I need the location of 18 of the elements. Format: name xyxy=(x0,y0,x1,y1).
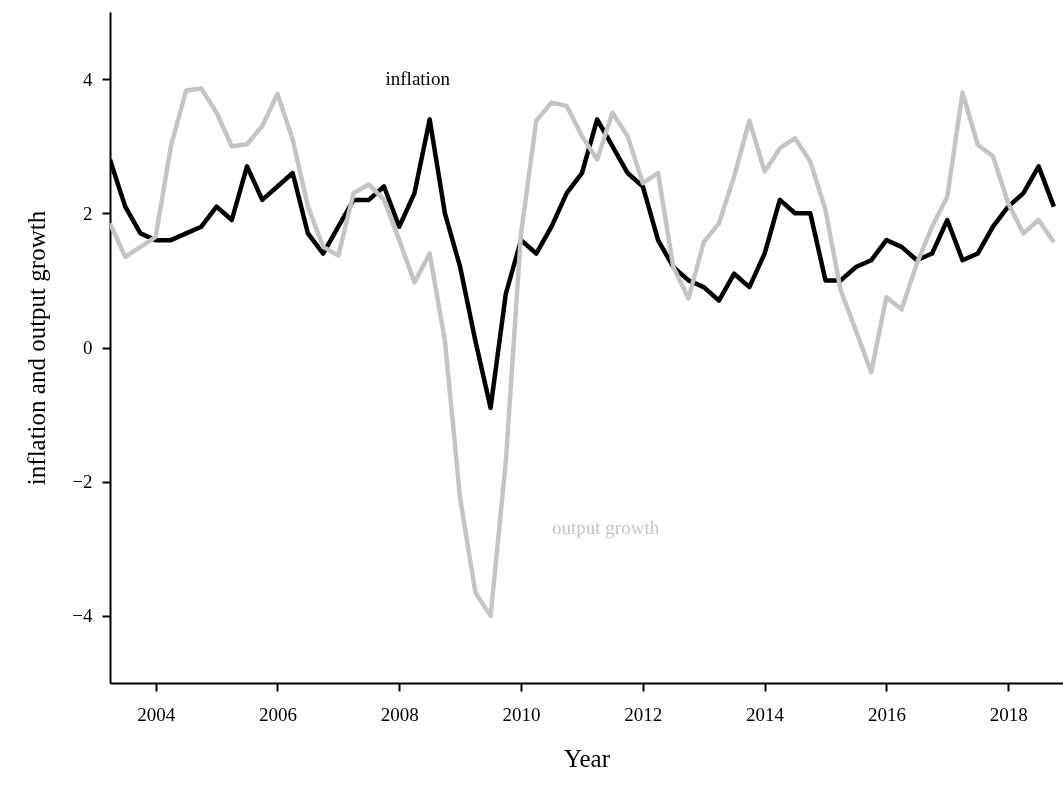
x-axis-title: Year xyxy=(563,744,611,772)
y-tick-label: 0 xyxy=(83,337,93,358)
x-tick-label: 2006 xyxy=(258,703,297,725)
text: output growth xyxy=(552,516,660,538)
y-tick-label: 2 xyxy=(83,202,93,224)
y-tick-label: −4 xyxy=(72,605,93,627)
x-tick-label: 2012 xyxy=(624,703,663,725)
y-axis-title: inflation and output growth xyxy=(23,210,51,486)
series-label: inflation xyxy=(385,68,451,90)
x-tick-label: 2008 xyxy=(380,703,419,725)
y-tick-label: −2 xyxy=(72,471,93,493)
line-series xyxy=(110,86,1057,619)
x-tick-label: 2014 xyxy=(746,703,785,725)
x-tick-label: 2018 xyxy=(989,703,1028,725)
x-tick-label: 2010 xyxy=(502,703,541,725)
x-tick-label: 2016 xyxy=(867,703,906,725)
x-tick-label: 2004 xyxy=(137,703,176,725)
y-tick-label: 4 xyxy=(83,68,93,90)
